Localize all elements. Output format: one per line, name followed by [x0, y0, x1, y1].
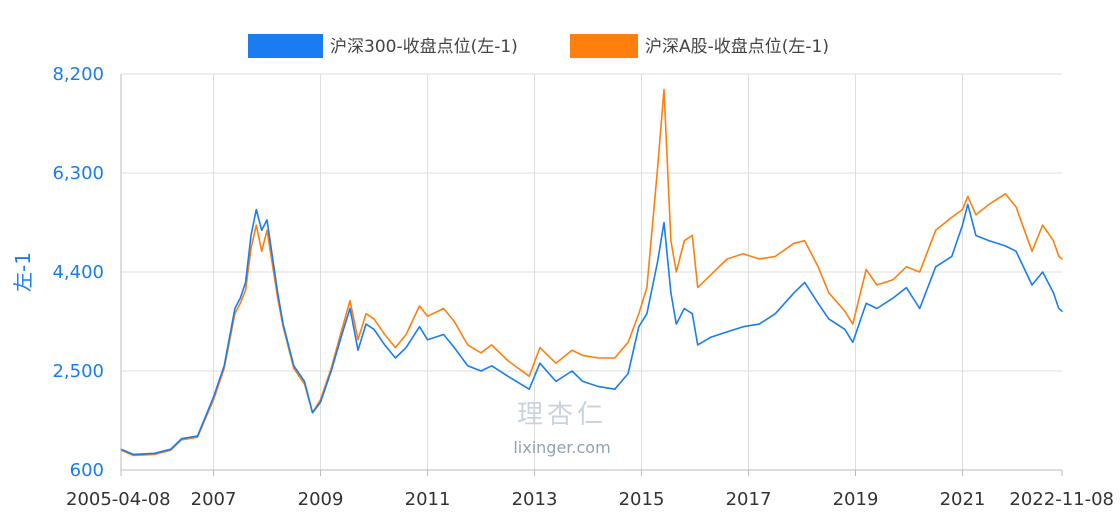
series-line-hs300	[120, 203, 1063, 456]
x-axis-ticks: 2005-04-08 2007 2009 2011 2013 2015 2017 2019 20…	[66, 470, 1114, 510]
x-tick-label: 2005-04-08	[66, 489, 171, 510]
legend-label-a-share: 沪深A股-收盘点位(左-1)	[645, 37, 829, 57]
legend-swatch-hs300	[248, 34, 323, 58]
series-line-a-share	[120, 88, 1063, 457]
legend-swatch-a-share	[570, 34, 638, 58]
x-tick-label: 2011	[405, 489, 451, 510]
legend-label-hs300: 沪深300-收盘点位(左-1)	[330, 37, 518, 57]
legend[interactable]: 沪深300-收盘点位(左-1) 沪深A股-收盘点位(左-1)	[248, 34, 829, 58]
x-tick-label: 2022-11-08	[1009, 489, 1114, 510]
y-tick-label: 2,500	[52, 361, 104, 382]
x-tick-label: 2013	[512, 489, 558, 510]
y-tick-label: 6,300	[52, 163, 104, 184]
series-lines	[120, 88, 1063, 457]
y-tick-label: 4,400	[52, 262, 104, 283]
x-tick-label: 2017	[726, 489, 772, 510]
x-tick-label: 2015	[619, 489, 665, 510]
y-axis-ticks: 8,200 6,300 4,400 2,500 600	[52, 64, 104, 481]
x-tick-label: 2019	[833, 489, 879, 510]
watermark: 理杏仁 lixinger.com	[513, 400, 610, 457]
y-tick-label: 8,200	[52, 64, 104, 85]
x-tick-label: 2021	[940, 489, 986, 510]
y-axis-title: 左-1	[11, 252, 35, 292]
watermark-url: lixinger.com	[513, 438, 610, 457]
x-tick-label: 2009	[298, 489, 344, 510]
y-tick-label: 600	[70, 460, 104, 481]
x-tick-label: 2007	[191, 489, 237, 510]
watermark-logo-text: 理杏仁	[517, 400, 607, 430]
